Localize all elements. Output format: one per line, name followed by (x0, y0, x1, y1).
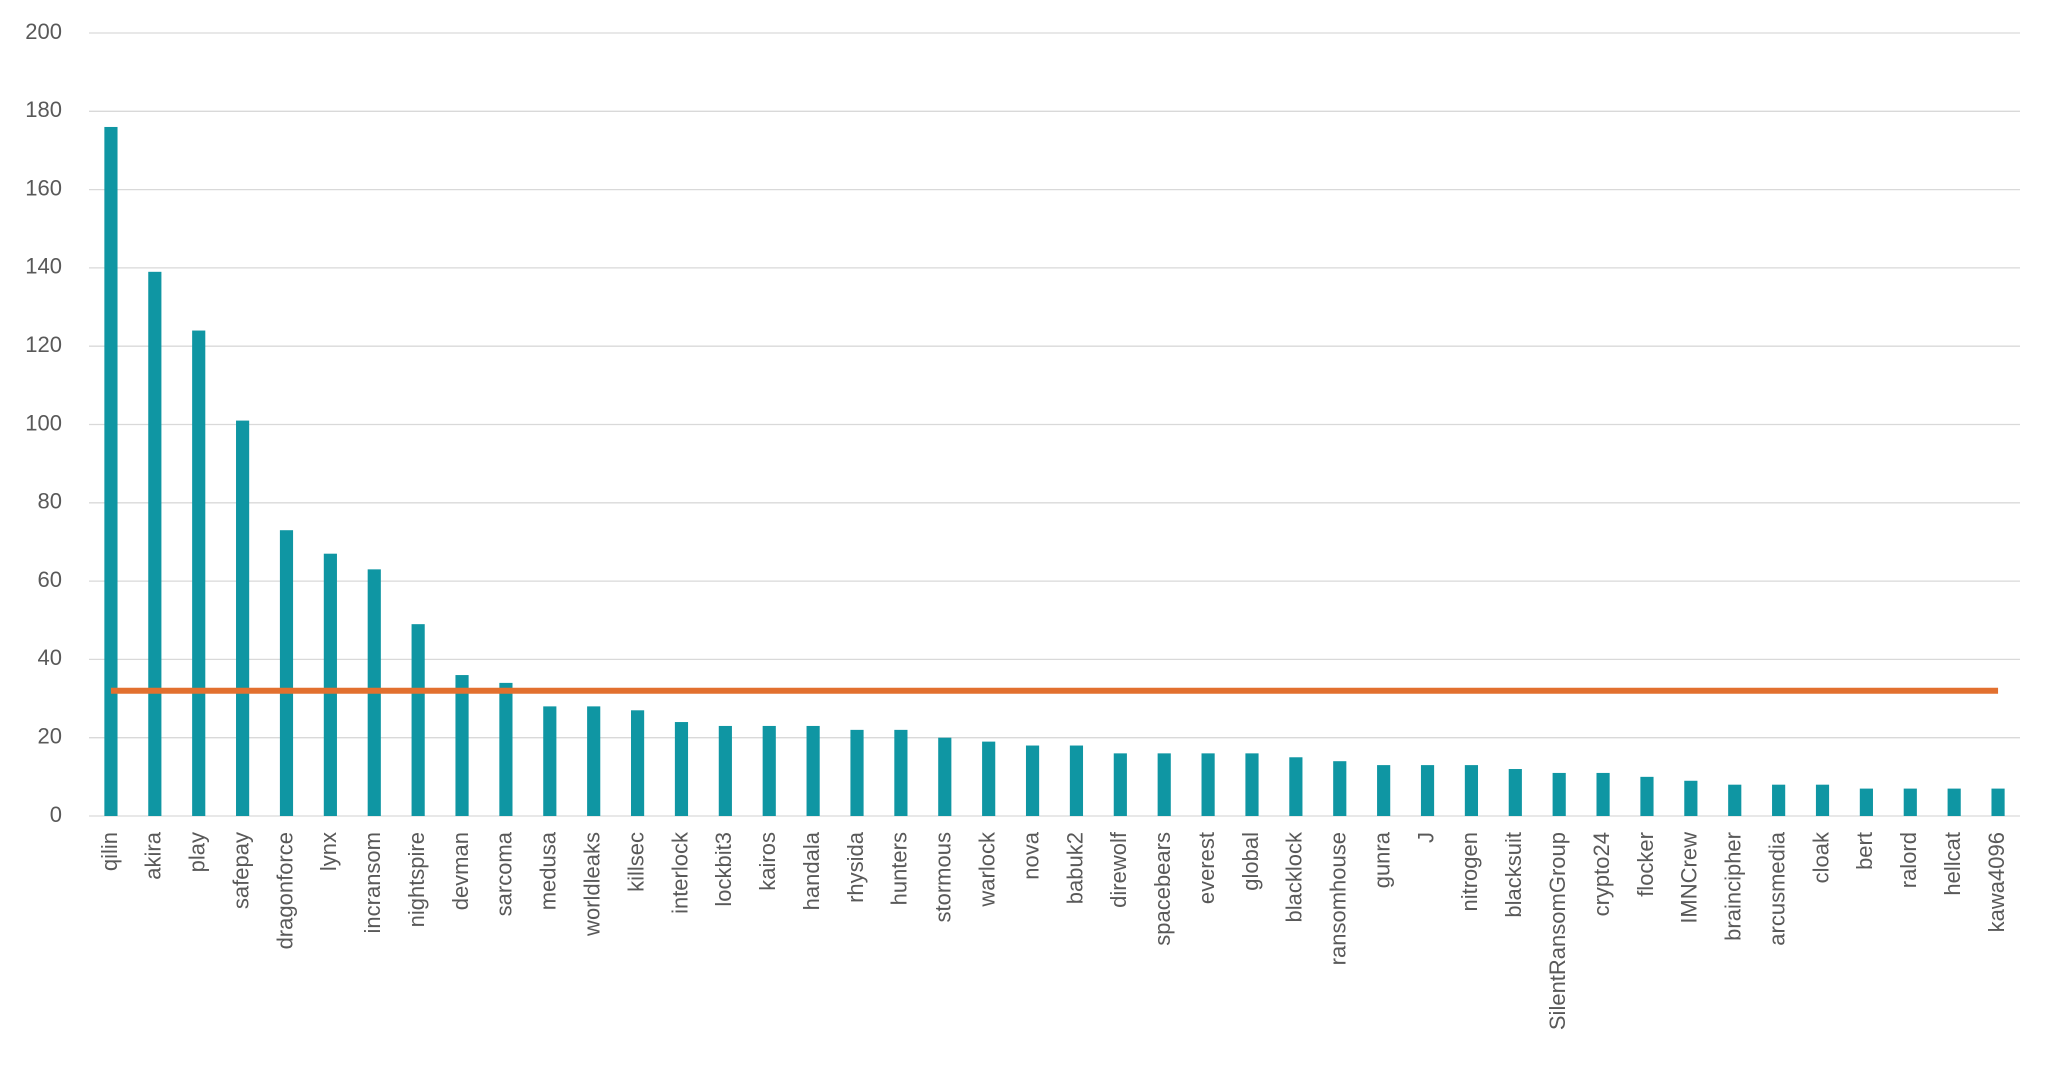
bar (718, 725, 732, 816)
bar (806, 725, 820, 816)
x-tick-label: nova (1018, 831, 1043, 879)
x-tick-label: SilentRansomGroup (1545, 832, 1570, 1030)
bar (894, 729, 908, 816)
bar (148, 271, 162, 816)
y-tick-label: 100 (25, 410, 62, 435)
x-tick-label: hellcat (1940, 832, 1965, 896)
x-tick-label: bert (1852, 832, 1877, 870)
bar (1552, 772, 1566, 816)
bar (1728, 784, 1742, 816)
x-tick-label: babuk2 (1062, 832, 1087, 904)
x-tick-label: arcusmedia (1764, 831, 1789, 945)
bar (1113, 753, 1127, 816)
bar (455, 675, 469, 816)
x-tick-label: dragonforce (272, 832, 297, 949)
bar (982, 741, 996, 816)
x-tick-label: stormous (931, 832, 956, 922)
x-tick-label: medusa (536, 831, 561, 910)
x-tick-label: kairos (755, 832, 780, 891)
x-tick-label: sarcoma (492, 831, 517, 916)
x-tick-label: interlock (667, 831, 692, 914)
bar (1903, 788, 1917, 816)
bar (762, 725, 776, 816)
bar (1991, 788, 2005, 816)
x-tick-label: crypto24 (1589, 832, 1614, 916)
x-tick-label: J (1413, 832, 1438, 843)
x-tick-label: warlock (974, 831, 999, 908)
x-tick-label: akira (141, 831, 166, 879)
bar (938, 737, 952, 816)
x-tick-label: gunra (1369, 831, 1394, 888)
bar (1815, 784, 1830, 816)
x-tick-label: rhysida (843, 831, 868, 903)
x-tick-label: ransomhouse (1326, 832, 1351, 965)
bar (1859, 788, 1873, 816)
x-tick-label: spacebears (1150, 832, 1175, 946)
x-tick-label: safepay (228, 832, 253, 909)
bar (1157, 753, 1171, 816)
y-tick-label: 200 (25, 19, 62, 44)
bar (1640, 776, 1654, 816)
x-tick-label: everest (1194, 832, 1219, 904)
bar (1420, 765, 1435, 816)
x-tick-label: direwolf (1106, 831, 1131, 908)
y-tick-label: 140 (25, 254, 62, 279)
x-tick-label: cloak (1808, 831, 1833, 883)
x-tick-label: devman (448, 832, 473, 910)
x-tick-label: lynx (316, 832, 341, 871)
bar (236, 420, 250, 816)
x-tick-label: kawa4096 (1984, 832, 2009, 932)
y-tick-label: 180 (25, 97, 62, 122)
y-tick-label: 160 (25, 175, 62, 200)
bar (1596, 772, 1610, 816)
x-tick-label: lockbit3 (711, 832, 736, 907)
x-tick-label: nitrogen (1457, 832, 1482, 912)
bar (1947, 788, 1961, 816)
bar (850, 729, 864, 816)
y-tick-label: 40 (38, 645, 62, 670)
x-tick-label: hunters (887, 832, 912, 905)
bar (674, 722, 689, 816)
x-tick-label: worldleaks (580, 832, 605, 937)
bar (1201, 753, 1215, 816)
bar (499, 682, 513, 816)
bar (411, 624, 425, 816)
bar (1464, 765, 1479, 816)
y-tick-label: 0 (50, 802, 62, 827)
bar (1772, 784, 1786, 816)
x-tick-label: play (185, 832, 210, 872)
bar (192, 330, 206, 816)
x-tick-label: nightspire (404, 832, 429, 927)
bar (1289, 757, 1303, 816)
bar (1508, 769, 1522, 816)
bar (279, 530, 294, 816)
x-tick-label: blacklock (1282, 831, 1307, 922)
x-tick-label: ralord (1896, 832, 1921, 888)
bar (543, 706, 557, 816)
x-tick-label: qilin (97, 832, 122, 871)
x-tick-label: blacksuit (1501, 832, 1526, 918)
bar (1245, 753, 1259, 816)
bar (630, 710, 645, 816)
bar (1069, 745, 1084, 816)
x-tick-label: IMNCrew (1677, 832, 1702, 924)
bar (323, 553, 337, 816)
bar (1377, 765, 1391, 816)
y-tick-label: 60 (38, 567, 62, 592)
x-tick-label: handala (799, 831, 824, 910)
bar (587, 706, 601, 816)
x-tick-label: killsec (623, 832, 648, 892)
x-tick-label: flocker (1633, 832, 1658, 897)
bar (1333, 761, 1347, 816)
y-tick-label: 80 (38, 489, 62, 514)
y-tick-label: 120 (25, 332, 62, 357)
x-tick-label: braincipher (1721, 832, 1746, 941)
bar (1684, 780, 1698, 816)
x-tick-label: incransom (360, 832, 385, 933)
x-tick-label: global (1238, 832, 1263, 891)
bar (104, 126, 118, 816)
y-tick-label: 20 (38, 724, 62, 749)
bar (1025, 745, 1040, 816)
